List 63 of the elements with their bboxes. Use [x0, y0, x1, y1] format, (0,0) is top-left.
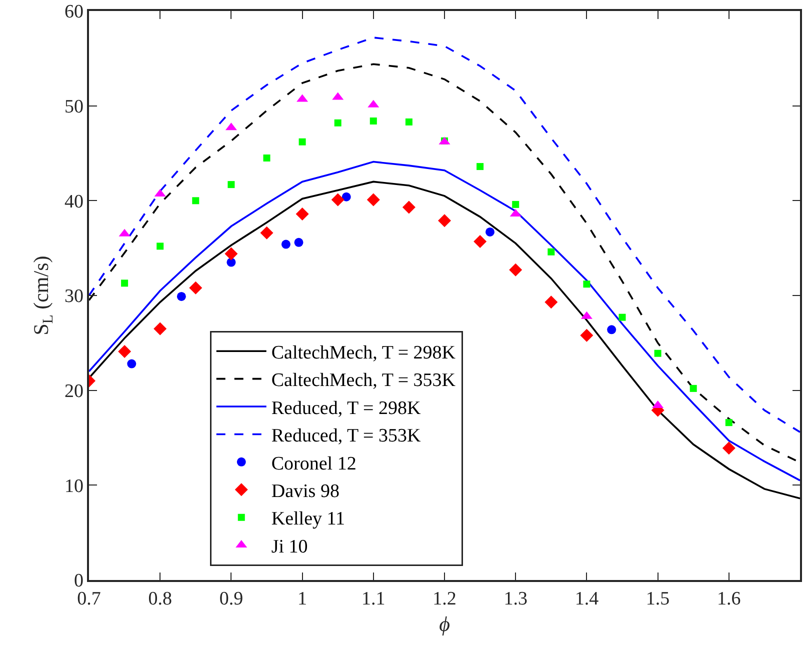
point	[176, 292, 186, 301]
point	[192, 197, 200, 204]
x-tick-label: 1.4	[574, 588, 600, 610]
y-tick-label: 50	[64, 96, 84, 118]
point	[544, 296, 558, 309]
legend-label: Davis 98	[271, 481, 340, 502]
y-tick-label: 20	[64, 380, 84, 402]
x-tick-label: 1.6	[717, 588, 741, 610]
point	[512, 200, 520, 208]
legend-label: Kelley 11	[271, 508, 346, 530]
point	[224, 247, 238, 260]
point	[438, 214, 451, 228]
y-tick-label: 30	[64, 286, 84, 308]
point	[263, 154, 270, 162]
point	[127, 359, 136, 368]
point	[405, 118, 412, 126]
point	[474, 234, 487, 248]
point	[370, 118, 377, 125]
x-tick-label: 1.5	[646, 588, 670, 610]
x-tick-label: 1.1	[362, 588, 386, 610]
point	[228, 181, 235, 188]
y-tick-label: 60	[64, 2, 84, 23]
point	[294, 238, 304, 247]
legend-label: CaltechMech, T = 298K	[271, 342, 456, 364]
x-tick-label: 1	[298, 588, 308, 610]
point	[725, 419, 732, 426]
legend-label: Coronel 12	[271, 453, 356, 474]
point	[156, 242, 164, 250]
point	[281, 240, 290, 249]
x-tick-label: 0.9	[219, 588, 244, 610]
point	[189, 281, 202, 294]
point	[154, 322, 167, 336]
point	[583, 280, 590, 288]
point	[690, 384, 697, 392]
point	[580, 328, 594, 342]
point	[476, 163, 484, 170]
point	[298, 138, 306, 146]
point	[607, 325, 616, 334]
legend-label: Reduced, T = 298K	[271, 398, 421, 419]
point	[722, 442, 736, 455]
point	[334, 119, 342, 126]
point	[548, 248, 555, 256]
point	[486, 227, 494, 236]
point	[118, 344, 132, 358]
x-axis-title: ϕ	[439, 612, 450, 636]
x-tick-label: 0.8	[148, 588, 172, 610]
point	[618, 314, 626, 321]
point	[260, 226, 274, 240]
y-tick-label: 10	[64, 476, 84, 497]
x-tick-label: 1.2	[432, 588, 456, 610]
legend-label: CaltechMech, T = 353K	[271, 370, 456, 392]
point	[654, 350, 662, 357]
point	[121, 280, 128, 287]
point	[402, 200, 416, 214]
y-tick-label: 40	[64, 191, 84, 212]
legend-label: Reduced, T = 353K	[271, 426, 421, 447]
legend-label: Ji 10	[271, 536, 308, 558]
point	[331, 193, 344, 206]
point	[509, 263, 522, 276]
point	[366, 193, 380, 206]
x-tick-label: 1.3	[504, 588, 528, 610]
point	[296, 207, 309, 220]
point	[342, 192, 351, 202]
